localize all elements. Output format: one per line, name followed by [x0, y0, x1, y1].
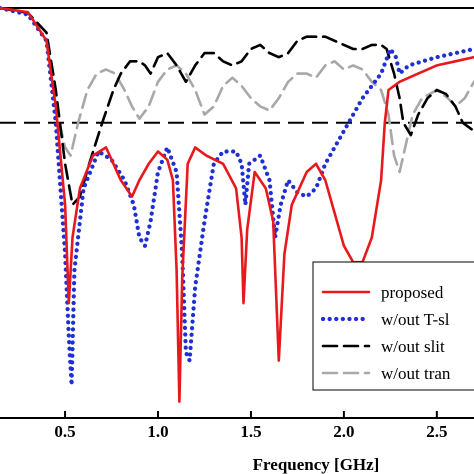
- x-tick-label: 2.0: [333, 422, 354, 441]
- x-tick-label: 2.5: [426, 422, 447, 441]
- series-line-2: [0, 5, 474, 388]
- legend-label-1: proposed: [381, 283, 444, 302]
- series-layer: [0, 5, 474, 403]
- legend-box: [312, 261, 474, 391]
- legend-label-2: w/out T-sl: [381, 310, 450, 329]
- plot-area: 0.5 1.0 1.5 2.0 2.5: [0, 5, 474, 441]
- x-tick-label: 1.0: [147, 422, 168, 441]
- series-line-3: [0, 6, 474, 207]
- series-line-4: [0, 6, 474, 174]
- legend-items: proposed w/out T-sl w/out slit w/out tran: [320, 283, 451, 383]
- x-tick-label: 1.5: [240, 422, 261, 441]
- legend-label-3: w/out slit: [381, 337, 445, 356]
- legend: proposed w/out T-sl w/out slit w/out tran: [312, 261, 474, 391]
- x-axis-title: Frequency [GHz]: [253, 455, 380, 474]
- series-line-1: [0, 6, 474, 403]
- x-tick-label: 0.5: [54, 422, 75, 441]
- x-tick-layer: 0.5 1.0 1.5 2.0 2.5: [54, 411, 447, 441]
- legend-label-4: w/out tran: [381, 364, 451, 383]
